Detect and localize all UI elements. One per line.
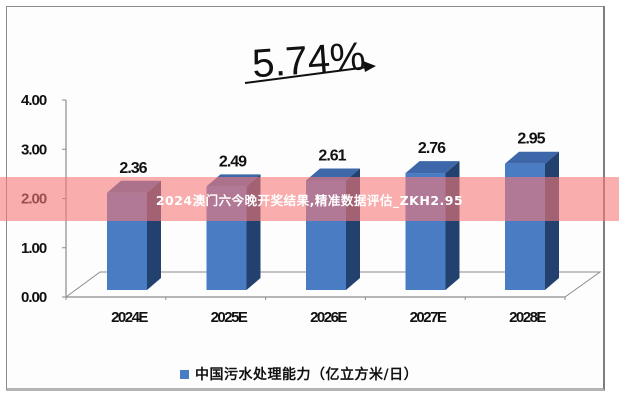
overlay-banner: 2024澳门六今晚开奖结果,精准数据评估_ZKH2.95	[0, 177, 619, 221]
x-tick-label: 2028E	[509, 309, 546, 326]
x-tick-label: 2025E	[211, 309, 248, 326]
y-tick-label: 1.00	[21, 240, 47, 257]
x-tick-label: 2026E	[310, 309, 347, 326]
y-tick-label: 0.00	[21, 289, 47, 306]
legend-label: 中国污水处理能力（亿立方米/日）	[195, 367, 419, 383]
bar-value-label: 2.95	[517, 131, 545, 148]
y-tick-label: 3.00	[21, 141, 47, 158]
x-tick-label: 2027E	[410, 309, 447, 326]
bar-2025E: 2.49	[206, 153, 261, 290]
bar-value-label: 2.49	[219, 153, 247, 170]
bar-value-label: 2.36	[119, 160, 147, 177]
y-tick-label: 4.00	[21, 92, 47, 109]
legend-swatch-icon	[180, 369, 189, 379]
growth-arrow-icon	[244, 61, 376, 84]
bar-value-label: 2.76	[418, 140, 446, 157]
chart-legend: 中国污水处理能力（亿立方米/日）	[180, 364, 418, 384]
x-axis-labels: 2024E 2025E 2026E 2027E 2028E	[111, 309, 548, 326]
x-tick-label: 2024E	[111, 309, 148, 326]
banner-text: 2024澳门六今晚开奖结果,精准数据评估_ZKH2.95	[155, 192, 464, 208]
growth-rate-label: 5.74%	[251, 34, 367, 86]
bar-value-label: 2.61	[318, 147, 346, 164]
